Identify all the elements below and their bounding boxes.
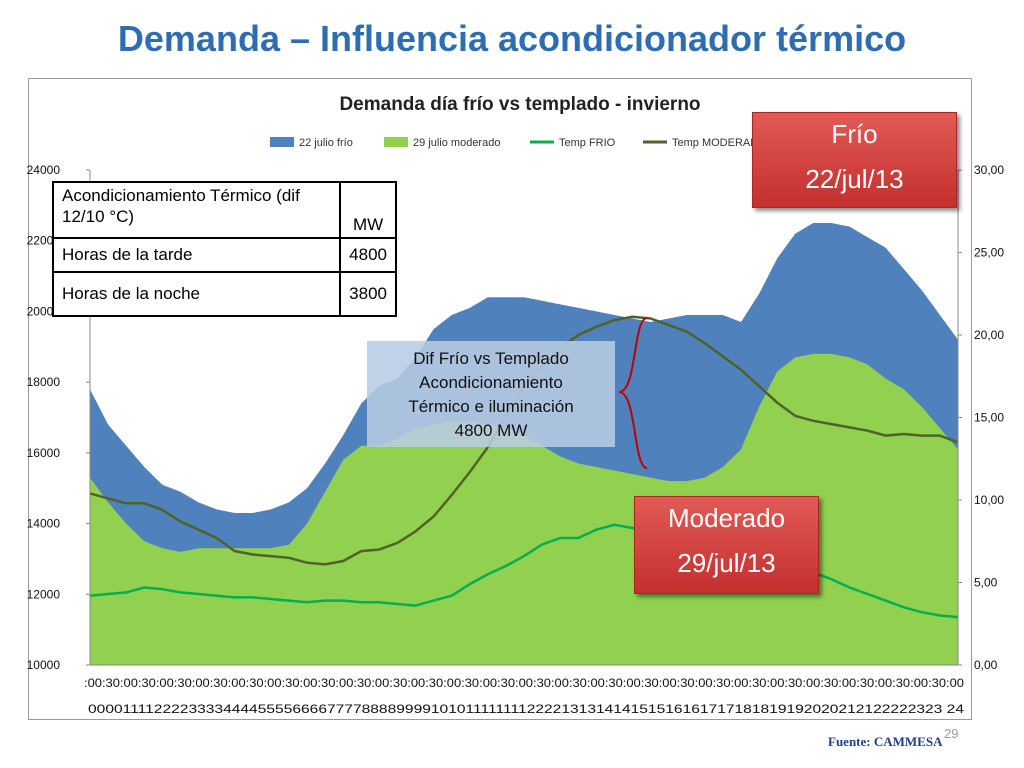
y-tick-label: 22000: [27, 234, 61, 248]
y-tick-label: 14000: [27, 517, 61, 531]
legend-label: 22 julio frío: [299, 137, 353, 149]
info-table: Acondicionamiento Térmico (dif 12/10 °C)…: [51, 181, 397, 317]
x-tick-labels-minutes: :00:30:00:30:00:30:00:30:00:30:00:30:00:…: [84, 676, 964, 690]
difference-callout: Dif Frío vs Templado Acondicionamiento T…: [367, 341, 615, 447]
table-header-label: Acondicionamiento Térmico (dif 12/10 °C): [51, 181, 342, 239]
cold-callout-label: Frío: [831, 119, 878, 149]
table-cell-value: 3800: [339, 271, 397, 317]
y-tick-label: 16000: [27, 446, 61, 460]
legend-swatch: [384, 137, 408, 147]
y2-tick-label: 5,00: [974, 576, 998, 590]
moderate-callout-date: 29/jul/13: [677, 548, 776, 578]
table-cell-value: 4800: [339, 237, 397, 273]
table-header-row: Acondicionamiento Térmico (dif 12/10 °C)…: [51, 181, 397, 239]
table-row: Horas de la tarde 4800: [51, 237, 397, 273]
y-tick-label: 18000: [27, 375, 61, 389]
table-row: Horas de la noche 3800: [51, 271, 397, 317]
y2-tick-label: 20,00: [974, 328, 1004, 342]
moderate-day-callout: Moderado 29/jul/13: [634, 496, 819, 594]
x-tick-labels-hours: 0000111122223333444455556666777788889999…: [88, 702, 964, 716]
y-tick-label: 10000: [27, 658, 61, 672]
y2-tick-label: 10,00: [974, 493, 1004, 507]
table-header-unit: MW: [339, 181, 397, 239]
y2-tick-label: 15,00: [974, 411, 1004, 425]
legend-swatch: [270, 137, 294, 147]
cold-callout-date: 22/jul/13: [805, 164, 904, 194]
y-tick-label: 12000: [27, 587, 61, 601]
difference-line: Acondicionamiento: [419, 373, 563, 392]
table-cell-label: Horas de la tarde: [51, 237, 342, 273]
chart-title: Demanda día frío vs templado - invierno: [339, 94, 701, 115]
page-number: 29: [944, 726, 959, 741]
legend-label: Temp MODERADO: [672, 137, 767, 149]
y-tick-label: 24000: [27, 163, 61, 177]
moderate-callout-label: Moderado: [667, 503, 786, 533]
y2-tick-label: 30,00: [974, 163, 1004, 177]
legend-label: Temp FRIO: [559, 137, 616, 149]
y2-tick-label: 0,00: [974, 658, 998, 672]
table-cell-label: Horas de la noche: [51, 271, 342, 317]
legend-label: 29 julio moderado: [413, 137, 500, 149]
y-tick-label: 20000: [27, 304, 61, 318]
y2-tick-label: 25,00: [974, 246, 1004, 260]
source-note: Fuente: CAMMESA: [828, 734, 943, 749]
slide-title: Demanda – Influencia acondicionador térm…: [117, 18, 907, 59]
cold-day-callout: Frío 22/jul/13: [752, 112, 957, 208]
table-header-text: Acondicionamiento Térmico (dif 12/10 °C): [62, 186, 300, 226]
difference-line: Térmico e iluminación: [408, 397, 574, 416]
difference-line: 4800 MW: [454, 421, 528, 440]
difference-line: Dif Frío vs Templado: [413, 349, 569, 368]
difference-brace: [618, 317, 648, 469]
